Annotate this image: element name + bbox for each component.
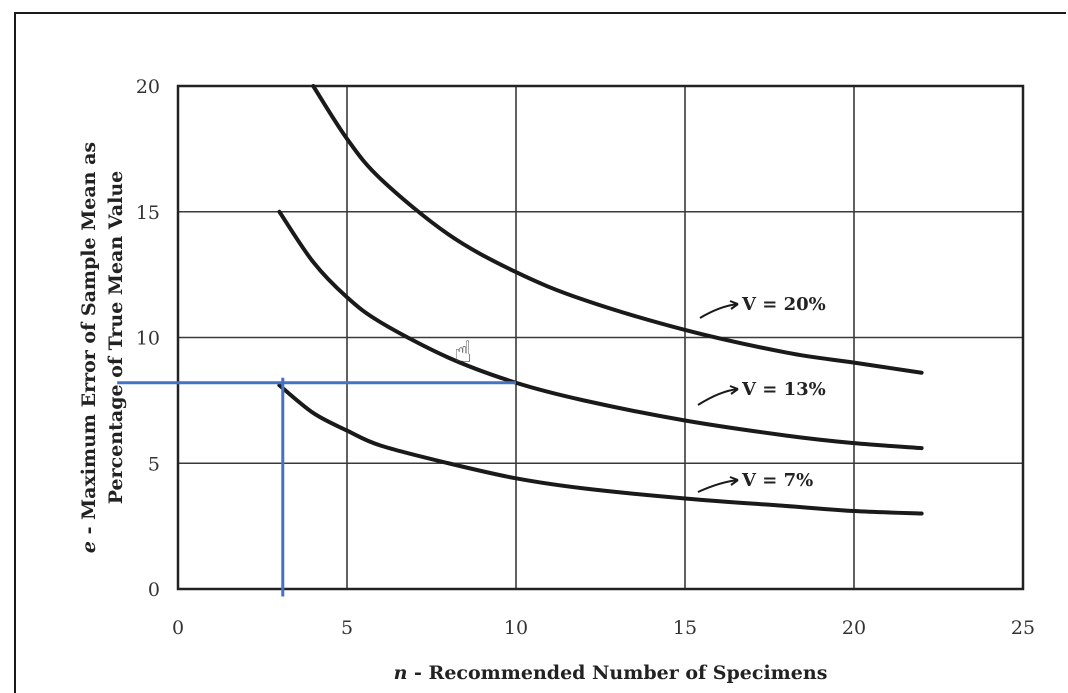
y-tick-label: 0 <box>148 579 160 601</box>
label-arrow <box>697 388 739 406</box>
figure-frame <box>14 12 1066 693</box>
x-tick-label: 5 <box>341 617 353 639</box>
x-tick-label: 10 <box>504 617 528 639</box>
hand-pointer-icon: ☝ <box>454 335 473 370</box>
label-arrow <box>699 303 739 319</box>
y-tick-label: 20 <box>136 76 160 98</box>
label-arrowhead <box>729 385 739 395</box>
curve-v7 <box>277 383 924 516</box>
curve-v20 <box>311 84 924 375</box>
x-tick-label: 15 <box>673 617 697 639</box>
x-tick-label: 20 <box>842 617 866 639</box>
curve-v13 <box>277 209 924 451</box>
y-tick-label: 5 <box>148 453 160 475</box>
label-arrowhead <box>729 476 739 486</box>
y-axis-title-line2: Percentage of True Mean Value <box>105 171 127 504</box>
label-v13: V = 13% <box>741 379 826 400</box>
label-arrow <box>697 479 739 493</box>
y-tick-label: 15 <box>136 202 160 224</box>
plot-frame <box>176 84 1025 591</box>
y-axis-title-line1: e - Maximum Error of Sample Mean as <box>78 142 100 553</box>
x-axis-title: n - Recommended Number of Specimens <box>394 662 828 684</box>
label-arrowhead <box>729 300 739 310</box>
x-tick-label: 25 <box>1011 617 1035 639</box>
label-v7: V = 7% <box>741 470 813 491</box>
y-tick-label: 10 <box>136 328 160 350</box>
x-tick-label: 0 <box>172 617 184 639</box>
label-v20: V = 20% <box>741 294 826 315</box>
